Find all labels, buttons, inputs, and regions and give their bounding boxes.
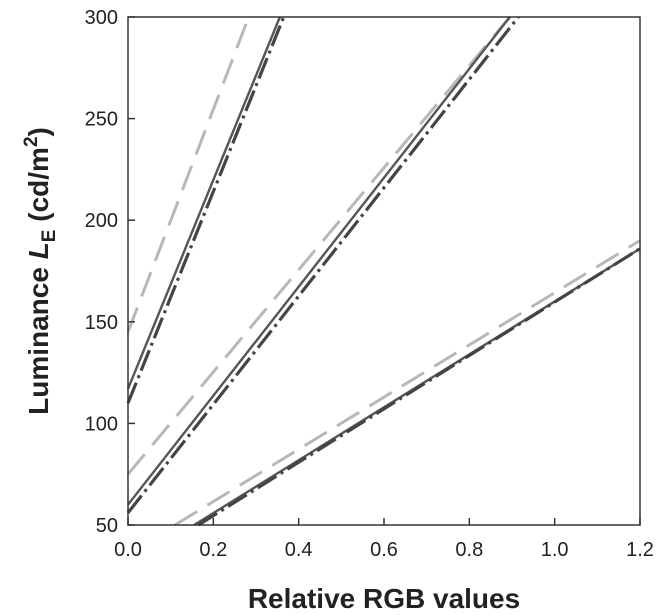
series-line-4 xyxy=(126,16,512,476)
y-tick-label: 150 xyxy=(85,312,118,334)
y-tick-label: 200 xyxy=(85,210,118,232)
series-line-9 xyxy=(197,247,641,527)
series-line-7 xyxy=(174,239,641,527)
x-tick-label: 0.2 xyxy=(199,539,227,561)
x-axis-title: Relative RGB values xyxy=(248,583,520,614)
series-line-5 xyxy=(127,16,511,506)
plot-frame xyxy=(127,16,641,526)
y-tick-label: 50 xyxy=(96,515,118,537)
series-line-2 xyxy=(126,16,282,390)
x-tick-label: 1.2 xyxy=(626,539,654,561)
x-tick-label: 0.8 xyxy=(455,539,483,561)
y-tick-label: 300 xyxy=(85,7,118,29)
y-axis-ticks: 50 100 150 200 250 300 xyxy=(85,7,135,537)
x-tick-label: 0.0 xyxy=(114,539,142,561)
x-tick-label: 0.6 xyxy=(370,539,398,561)
series-line-6 xyxy=(126,16,520,514)
x-tick-label: 0.4 xyxy=(285,539,313,561)
series-layer xyxy=(126,16,641,527)
x-axis-ticks: 0.0 0.2 0.4 0.6 0.8 1.0 1.2 xyxy=(114,518,654,561)
y-tick-label: 250 xyxy=(85,109,118,131)
y-axis-title: Luminance LE (cd/m2) xyxy=(21,127,60,415)
series-line-1 xyxy=(126,16,251,333)
x-tick-label: 1.0 xyxy=(541,539,569,561)
y-tick-label: 100 xyxy=(85,413,118,435)
